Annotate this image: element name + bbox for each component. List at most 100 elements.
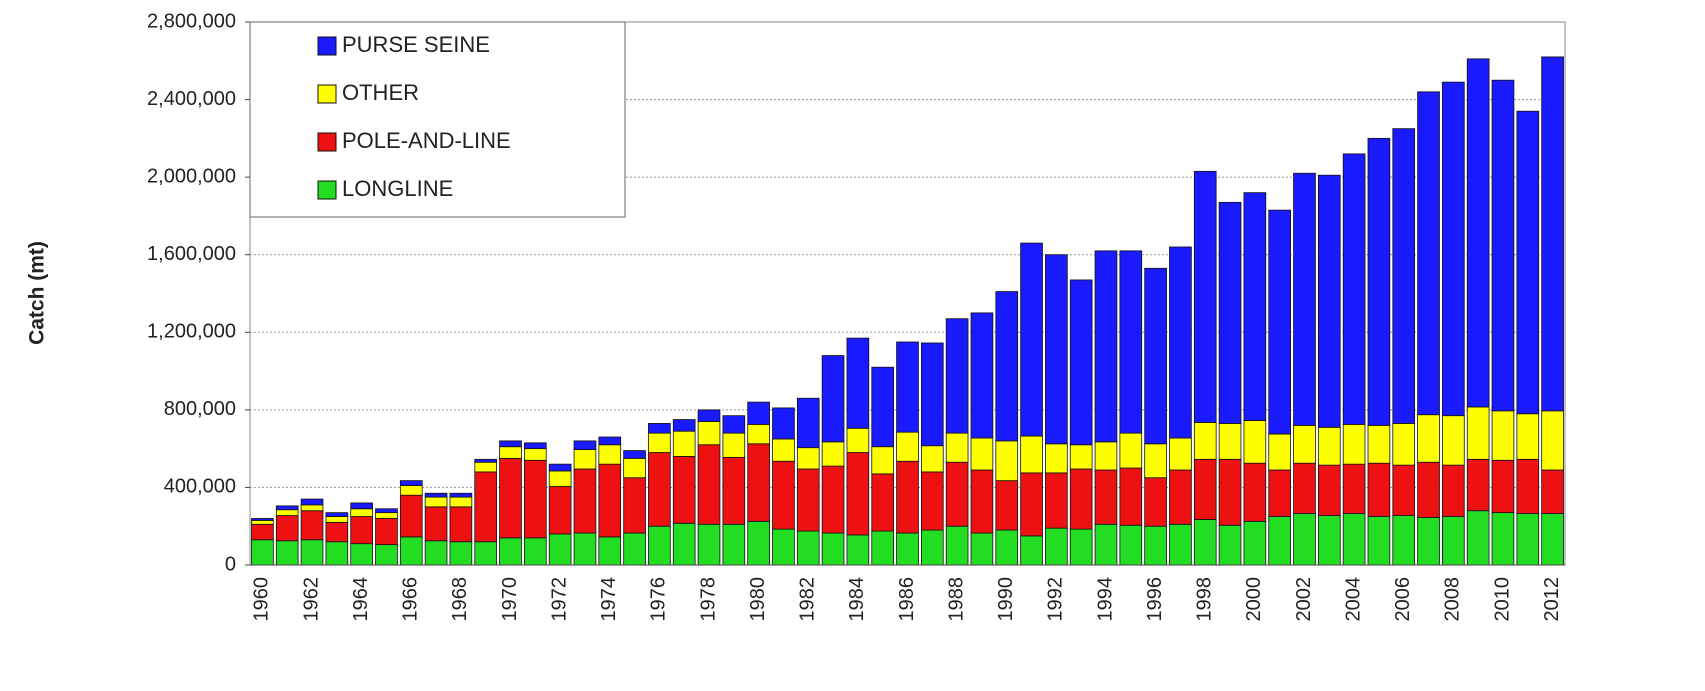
bar-segment bbox=[920, 342, 944, 447]
y-tick-label: 2,000,000 bbox=[147, 165, 236, 187]
bar-segment bbox=[275, 505, 299, 511]
bar-segment bbox=[1442, 81, 1465, 417]
bar-segment bbox=[1169, 437, 1192, 471]
bar-segment bbox=[251, 539, 274, 566]
bar-segment bbox=[697, 523, 721, 566]
legend-swatch bbox=[317, 36, 337, 56]
bar-segment bbox=[375, 508, 398, 514]
bar-segment bbox=[1119, 250, 1143, 434]
bar-segment bbox=[1268, 516, 1291, 566]
bar-segment bbox=[1442, 516, 1465, 566]
bar-segment bbox=[300, 539, 324, 566]
bar-segment bbox=[945, 461, 969, 527]
bar-segment bbox=[920, 445, 944, 473]
bar-segment bbox=[449, 496, 473, 508]
bar-segment bbox=[1466, 510, 1490, 566]
bar-segment bbox=[648, 432, 671, 453]
bar-segment bbox=[1218, 423, 1242, 460]
bar-segment bbox=[499, 537, 522, 566]
bar-segment bbox=[573, 532, 597, 566]
bar-segment bbox=[1516, 458, 1540, 515]
bar-segment bbox=[1094, 469, 1118, 525]
bar-segment bbox=[945, 318, 969, 434]
bar-segment bbox=[573, 468, 597, 534]
bar-segment bbox=[1020, 242, 1043, 437]
y-tick-label: 0 bbox=[225, 553, 236, 575]
bar-segment bbox=[1243, 192, 1267, 421]
legend-swatch bbox=[317, 84, 337, 104]
bar-segment bbox=[350, 543, 373, 566]
bar-segment bbox=[1541, 513, 1564, 566]
bar-segment bbox=[1342, 424, 1366, 465]
bar-segment bbox=[672, 419, 696, 432]
bar-segment bbox=[1367, 516, 1391, 566]
bar-segment bbox=[672, 522, 696, 566]
bar-segment bbox=[1119, 467, 1143, 526]
bar-segment bbox=[896, 460, 919, 534]
bar-segment bbox=[325, 516, 349, 523]
bar-segment bbox=[871, 530, 895, 566]
bar-segment bbox=[1020, 535, 1043, 566]
bar-segment bbox=[623, 532, 646, 566]
bar-segment bbox=[772, 438, 795, 462]
bar-segment bbox=[1442, 464, 1465, 517]
bar-segment bbox=[499, 446, 522, 459]
bar-segment bbox=[1144, 443, 1167, 479]
bar-segment bbox=[1491, 512, 1515, 566]
bar-segment bbox=[896, 532, 919, 566]
bar-segment bbox=[648, 525, 671, 566]
x-tick-label: 2010 bbox=[1491, 577, 1513, 622]
bar-segment bbox=[499, 440, 522, 448]
bar-segment bbox=[1516, 513, 1540, 566]
legend-label: POLE-AND-LINE bbox=[342, 128, 511, 153]
bar-segment bbox=[499, 457, 522, 539]
bar-segment bbox=[1392, 128, 1416, 424]
bar-segment bbox=[1466, 406, 1490, 460]
legend-swatch bbox=[317, 180, 337, 200]
bar-segment bbox=[424, 496, 448, 508]
bar-segment bbox=[623, 450, 646, 459]
bar-segment bbox=[1144, 267, 1167, 445]
bar-segment bbox=[1342, 513, 1366, 566]
bar-segment bbox=[920, 471, 944, 531]
x-tick-label: 2008 bbox=[1442, 577, 1464, 622]
bar-segment bbox=[300, 498, 324, 506]
bar-segment bbox=[648, 452, 671, 527]
bar-segment bbox=[995, 480, 1019, 531]
bar-segment bbox=[1417, 461, 1440, 518]
bar-segment bbox=[573, 440, 597, 451]
bar-segment bbox=[697, 409, 721, 422]
x-tick-label: 1976 bbox=[648, 577, 670, 622]
bar-segment bbox=[896, 341, 919, 433]
bar-segment bbox=[970, 469, 994, 534]
bar-segment bbox=[1342, 463, 1366, 515]
bar-segment bbox=[672, 430, 696, 457]
bar-segment bbox=[1045, 527, 1068, 566]
bar-segment bbox=[623, 477, 646, 534]
bar-segment bbox=[772, 407, 795, 440]
legend-label: PURSE SEINE bbox=[342, 32, 490, 57]
bar-segment bbox=[1169, 523, 1192, 566]
x-tick-label: 1960 bbox=[251, 577, 273, 622]
bar-segment bbox=[1069, 444, 1093, 470]
bar-segment bbox=[1491, 459, 1515, 514]
bar-segment bbox=[747, 401, 770, 425]
bar-segment bbox=[1144, 477, 1167, 527]
bar-segment bbox=[1392, 423, 1416, 466]
bar-segment bbox=[1317, 464, 1341, 516]
bar-segment bbox=[722, 523, 746, 566]
bar-segment bbox=[995, 291, 1019, 442]
bar-segment bbox=[424, 540, 448, 566]
x-tick-label: 1964 bbox=[350, 577, 372, 622]
bar-segment bbox=[275, 509, 299, 516]
y-tick-label: 1,600,000 bbox=[147, 243, 236, 265]
bar-segment bbox=[995, 529, 1019, 566]
x-tick-label: 1968 bbox=[449, 577, 471, 622]
bar-segment bbox=[747, 443, 770, 522]
bar-segment bbox=[995, 440, 1019, 482]
bar-segment bbox=[1193, 422, 1217, 460]
bar-segment bbox=[1020, 435, 1043, 474]
bar-segment bbox=[1069, 528, 1093, 566]
bar-segment bbox=[747, 520, 770, 566]
bar-segment bbox=[1243, 462, 1267, 522]
